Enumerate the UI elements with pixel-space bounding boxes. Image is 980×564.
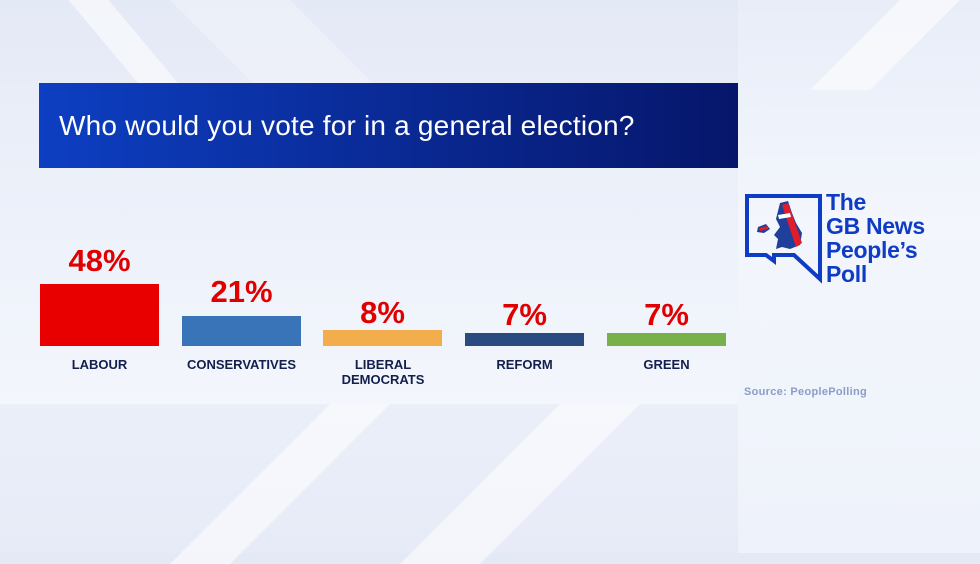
logo-line: GB News: [826, 213, 925, 239]
party-label: GREEN: [643, 357, 690, 372]
percent-label: 21%: [210, 274, 273, 309]
bar-liberal-democrats: [323, 330, 442, 346]
background-stripe: [400, 404, 640, 564]
party-label: LABOUR: [71, 357, 128, 372]
chart-title: Who would you vote for in a general elec…: [59, 109, 635, 141]
bar-reform: [465, 333, 584, 346]
gb-news-peoples-poll-logo: The GB News People’s Poll: [826, 190, 925, 286]
bar-conservatives: [182, 316, 301, 346]
logo-line: People’s: [826, 237, 918, 263]
party-label: CONSERVATIVES: [186, 357, 297, 372]
party-label: LIBERAL DEMOCRATS: [341, 357, 425, 387]
percent-label: 7%: [644, 297, 689, 332]
logo-line: Poll: [826, 261, 867, 287]
uk-flag-speech-bubble-icon: [744, 193, 824, 290]
side-panel-background: [738, 0, 980, 553]
background-stripe: [160, 0, 380, 90]
percent-label: 8%: [360, 295, 405, 330]
percent-label: 48%: [68, 243, 131, 278]
background-stripe: [170, 404, 390, 564]
percent-label: 7%: [502, 297, 547, 332]
title-banner: Who would you vote for in a general elec…: [39, 83, 738, 168]
bar-labour: [40, 284, 159, 346]
logo-line: The: [826, 189, 866, 215]
bar-green: [607, 333, 726, 346]
source-note: Source: PeoplePolling: [744, 386, 868, 398]
party-label: REFORM: [496, 357, 553, 372]
